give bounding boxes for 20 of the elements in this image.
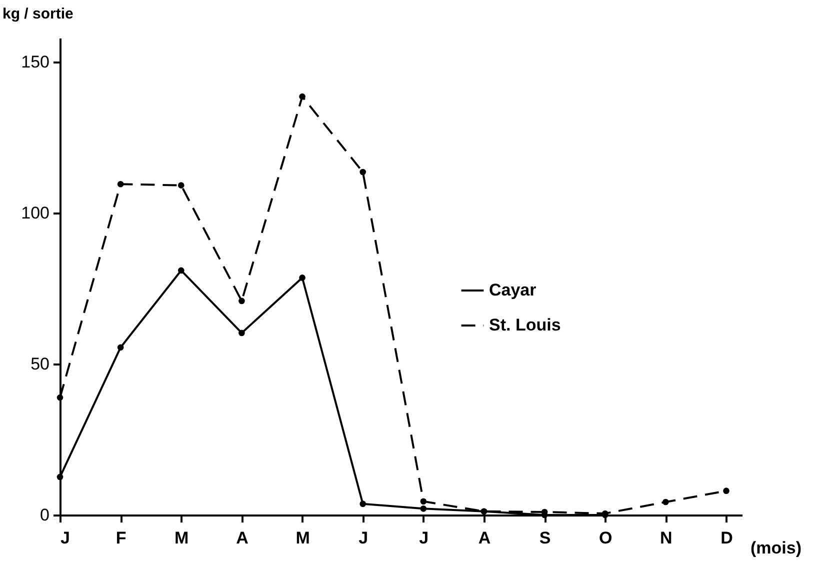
x-axis-title: (mois) — [750, 538, 802, 558]
x-tick-label: J — [419, 528, 429, 548]
x-tick-label: N — [660, 528, 672, 548]
y-tick-label: 100 — [21, 204, 50, 223]
legend-label: Cayar — [489, 280, 537, 300]
x-tick-label: S — [539, 528, 551, 548]
x-tick-label: J — [358, 528, 368, 548]
x-tick-label: J — [60, 528, 70, 548]
y-tick-label: 50 — [30, 354, 50, 374]
x-tick-label: M — [174, 528, 189, 548]
legend-label: St. Louis — [489, 316, 561, 334]
y-tick-label: 0 — [40, 506, 50, 524]
x-tick-label: M — [296, 528, 310, 548]
x-tick-label: D — [720, 528, 733, 548]
y-axis-title: kg / sortie — [2, 6, 74, 22]
x-tick-label: A — [478, 528, 491, 548]
y-tick-label: 150 — [21, 52, 50, 72]
x-tick-label: O — [599, 528, 612, 548]
x-tick-label: A — [236, 528, 248, 548]
x-tick-label: F — [116, 528, 126, 548]
